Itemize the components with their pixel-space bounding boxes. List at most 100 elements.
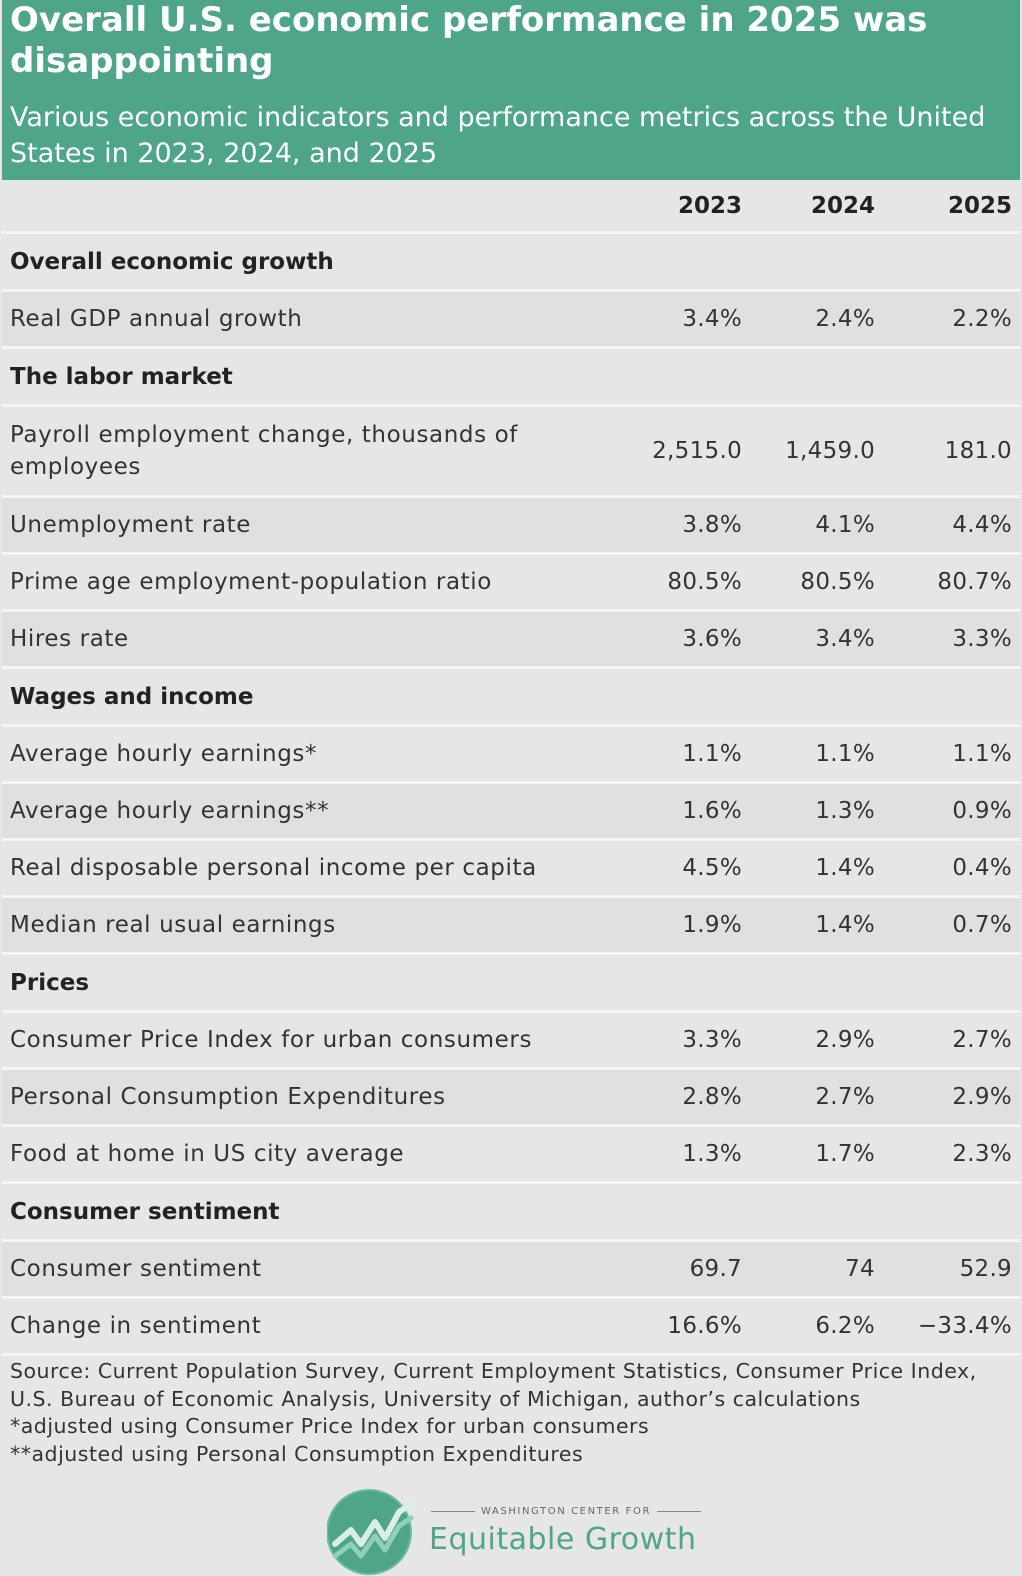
indicator-label: Median real usual earnings bbox=[2, 896, 620, 955]
value-cell-2023: 80.5% bbox=[620, 553, 742, 612]
chart-title: Overall U.S. economic performance in 202… bbox=[10, 0, 928, 81]
indicator-label: Consumer Price Index for urban consumers bbox=[2, 1011, 620, 1070]
table-row: Food at home in US city average 1.3% 1.7% 2… bbox=[2, 1125, 1020, 1184]
value-cell-2023: 4.5% bbox=[620, 839, 742, 898]
value-cell-2023: 69.7 bbox=[620, 1240, 742, 1299]
table-row: Consumer sentiment 69.7 74 52.9 bbox=[2, 1240, 1020, 1299]
column-header: 2023 bbox=[620, 180, 742, 234]
value-cell-2023: 1.9% bbox=[620, 896, 742, 955]
table-row: Prime age employment-population ratio 80.… bbox=[2, 553, 1020, 612]
indicators-table: 2023 2024 2025 Overall economic growth Re… bbox=[2, 180, 1020, 1356]
value-cell-2025: 0.7% bbox=[875, 896, 1020, 955]
equitable-growth-logo: WASHINGTON CENTER FOR Equitable Growth bbox=[327, 1486, 727, 1576]
column-header: 2025 bbox=[875, 180, 1020, 234]
table-body: Overall economic growth Real GDP annual g… bbox=[2, 232, 1020, 1356]
value-cell-2024: 74 bbox=[742, 1240, 875, 1299]
value-cell-2025: 4.4% bbox=[875, 496, 1020, 555]
table-row: Average hourly earnings** 1.6% 1.3% 0.9% bbox=[2, 782, 1020, 841]
value-cell-2025: 52.9 bbox=[875, 1240, 1020, 1299]
table-row: Payroll employment change, thousands of … bbox=[2, 405, 1020, 498]
value-cell-2025: −33.4% bbox=[875, 1297, 1020, 1356]
value-cell-2024: 1.4% bbox=[742, 896, 875, 955]
value-cell-2024: 3.4% bbox=[742, 610, 875, 669]
footnote-line: *adjusted using Consumer Price Index for… bbox=[10, 1414, 650, 1438]
table-row: Hires rate 3.6% 3.4% 3.3% bbox=[2, 610, 1020, 669]
value-cell-2025: 2.9% bbox=[875, 1068, 1020, 1127]
section-heading: Prices bbox=[2, 953, 1020, 1013]
value-cell-2025: 181.0 bbox=[875, 405, 1020, 498]
logo-top-text: WASHINGTON CENTER FOR bbox=[480, 1506, 652, 1517]
value-cell-2023: 3.8% bbox=[620, 496, 742, 555]
indicator-label: Unemployment rate bbox=[2, 496, 620, 555]
column-header: 2024 bbox=[742, 180, 875, 234]
section-row: The labor market bbox=[2, 347, 1020, 407]
value-cell-2023: 2.8% bbox=[620, 1068, 742, 1127]
value-cell-2025: 0.4% bbox=[875, 839, 1020, 898]
indicator-label: Average hourly earnings* bbox=[2, 725, 620, 784]
table-row: Unemployment rate 3.8% 4.1% 4.4% bbox=[2, 496, 1020, 555]
value-cell-2025: 1.1% bbox=[875, 725, 1020, 784]
value-cell-2023: 3.3% bbox=[620, 1011, 742, 1070]
source-notes: Source: Current Population Survey, Curre… bbox=[10, 1358, 1018, 1468]
value-cell-2024: 1.3% bbox=[742, 782, 875, 841]
value-cell-2024: 80.5% bbox=[742, 553, 875, 612]
value-cell-2023: 1.1% bbox=[620, 725, 742, 784]
value-cell-2025: 2.2% bbox=[875, 290, 1020, 349]
value-cell-2024: 6.2% bbox=[742, 1297, 875, 1356]
logo-main-text: Equitable Growth bbox=[429, 1522, 697, 1557]
value-cell-2023: 3.4% bbox=[620, 290, 742, 349]
value-cell-2024: 2.7% bbox=[742, 1068, 875, 1127]
value-cell-2025: 2.7% bbox=[875, 1011, 1020, 1070]
table-row: Real disposable personal income per capi… bbox=[2, 839, 1020, 898]
source-line: U.S. Bureau of Economic Analysis, Univer… bbox=[10, 1386, 861, 1411]
value-cell-2025: 2.3% bbox=[875, 1125, 1020, 1184]
section-heading: Consumer sentiment bbox=[2, 1182, 1020, 1242]
section-row: Wages and income bbox=[2, 667, 1020, 727]
value-cell-2023: 3.6% bbox=[620, 610, 742, 669]
value-cell-2024: 1,459.0 bbox=[742, 405, 875, 498]
table-row: Consumer Price Index for urban consumers… bbox=[2, 1011, 1020, 1070]
value-cell-2024: 1.4% bbox=[742, 839, 875, 898]
value-cell-2025: 3.3% bbox=[875, 610, 1020, 669]
section-row: Consumer sentiment bbox=[2, 1182, 1020, 1242]
section-heading: The labor market bbox=[2, 347, 1020, 407]
value-cell-2023: 1.6% bbox=[620, 782, 742, 841]
table-row: Change in sentiment 16.6% 6.2% −33.4% bbox=[2, 1297, 1020, 1356]
indicator-label: Food at home in US city average bbox=[2, 1125, 620, 1184]
indicator-label: Consumer sentiment bbox=[2, 1240, 620, 1299]
indicator-label: Average hourly earnings** bbox=[2, 782, 620, 841]
table-row: Average hourly earnings* 1.1% 1.1% 1.1% bbox=[2, 725, 1020, 784]
value-cell-2025: 80.7% bbox=[875, 553, 1020, 612]
indicator-label: Hires rate bbox=[2, 610, 620, 669]
indicator-label: Real GDP annual growth bbox=[2, 290, 620, 349]
value-cell-2025: 0.9% bbox=[875, 782, 1020, 841]
table-row: Median real usual earnings 1.9% 1.4% 0.7% bbox=[2, 896, 1020, 955]
value-cell-2024: 2.4% bbox=[742, 290, 875, 349]
value-cell-2023: 16.6% bbox=[620, 1297, 742, 1356]
indicator-label: Change in sentiment bbox=[2, 1297, 620, 1356]
indicator-label: Personal Consumption Expenditures bbox=[2, 1068, 620, 1127]
value-cell-2023: 2,515.0 bbox=[620, 405, 742, 498]
growth-chart-logo-icon bbox=[327, 1489, 414, 1575]
section-heading: Overall economic growth bbox=[2, 232, 1020, 292]
table-row: Personal Consumption Expenditures 2.8% 2.7… bbox=[2, 1068, 1020, 1127]
section-heading: Wages and income bbox=[2, 667, 1020, 727]
indicator-label: Prime age employment-population ratio bbox=[2, 553, 620, 612]
source-line: Source: Current Population Survey, Curre… bbox=[10, 1359, 977, 1383]
value-cell-2023: 1.3% bbox=[620, 1125, 742, 1184]
value-cell-2024: 2.9% bbox=[742, 1011, 875, 1070]
table-header-row: 2023 2024 2025 bbox=[2, 180, 1020, 234]
table-row: Real GDP annual growth 3.4% 2.4% 2.2% bbox=[2, 290, 1020, 349]
value-cell-2024: 1.1% bbox=[742, 725, 875, 784]
logo-top-text-row: WASHINGTON CENTER FOR bbox=[431, 1506, 701, 1517]
footnote-line: **adjusted using Personal Consumption Ex… bbox=[10, 1441, 584, 1466]
value-cell-2024: 4.1% bbox=[742, 496, 875, 555]
indicator-label: Real disposable personal income per capi… bbox=[2, 839, 620, 898]
indicator-label: Payroll employment change, thousands of … bbox=[2, 405, 620, 498]
section-row: Overall economic growth bbox=[2, 232, 1020, 292]
chart-subtitle: Various economic indicators and performa… bbox=[10, 102, 986, 169]
section-row: Prices bbox=[2, 953, 1020, 1013]
header-banner: Overall U.S. economic performance in 202… bbox=[2, 0, 1020, 180]
header-label-cell bbox=[2, 180, 620, 234]
